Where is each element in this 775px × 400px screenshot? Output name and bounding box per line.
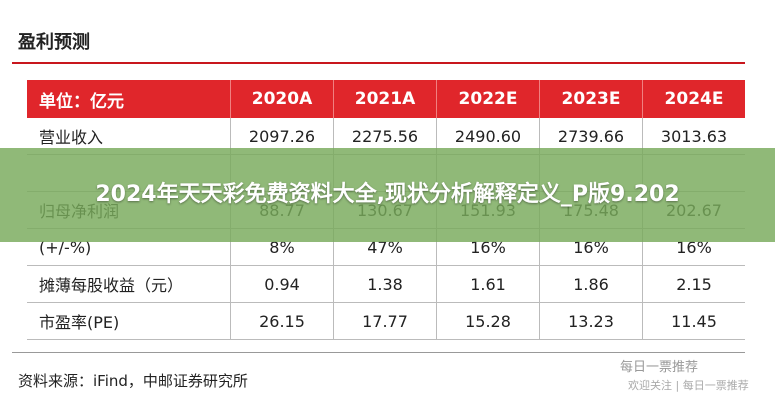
- source: 资料来源：iFind，中邮证券研究所: [18, 372, 248, 390]
- table-cell: 2097.26: [230, 118, 333, 154]
- title: 盈利预测: [18, 32, 90, 53]
- header-cell: 单位：亿元: [39, 91, 124, 112]
- table-cell: 2490.60: [436, 118, 539, 154]
- watermark: 每日一票推荐: [620, 360, 699, 375]
- table-cell: 3013.63: [642, 118, 745, 154]
- table-cell: 26.15: [230, 303, 333, 339]
- table-cell: 2275.56: [333, 118, 436, 154]
- table-cell: (+/-%): [39, 237, 92, 257]
- table-cell: 15.28: [436, 303, 539, 339]
- table-cell: 47%: [333, 229, 436, 265]
- table-cell: 2739.66: [539, 118, 642, 154]
- header-cell: 2022E: [436, 80, 539, 118]
- header-cell: 2020A: [230, 80, 333, 118]
- table-cell: 13.23: [539, 303, 642, 339]
- table-cell: 16%: [436, 229, 539, 265]
- table-cell: 摊薄每股收益（元）: [39, 276, 184, 295]
- bottom-rule: [12, 352, 745, 353]
- table-cell: 营业收入: [39, 128, 104, 147]
- table-cell: 2.15: [642, 266, 745, 302]
- table-cell: 1.86: [539, 266, 642, 302]
- header-cell: 2024E: [642, 80, 745, 118]
- header-cell: 2021A: [333, 80, 436, 118]
- table-cell: 17.77: [333, 303, 436, 339]
- table-cell: 16%: [539, 229, 642, 265]
- table-row: 市盈率(PE) 26.15 17.77 15.28 13.23 11.45: [27, 303, 745, 340]
- table-row: 摊薄每股收益（元） 0.94 1.38 1.61 1.86 2.15: [27, 266, 745, 303]
- table-cell: 8%: [230, 229, 333, 265]
- header-cell: 2023E: [539, 80, 642, 118]
- watermark-sub: 欢迎关注 | 每日一票推荐: [628, 379, 749, 392]
- table-cell: 11.45: [642, 303, 745, 339]
- table-row: (+/-%) 8% 47% 16% 16% 16%: [27, 229, 745, 266]
- table-cell: 0.94: [230, 266, 333, 302]
- banner: 2024年天天彩免费资料大全,现状分析解释定义_P版9.202: [0, 148, 775, 242]
- table-cell: 市盈率(PE): [39, 313, 120, 332]
- table-cell: 1.61: [436, 266, 539, 302]
- header-row: 单位：亿元 2020A 2021A 2022E 2023E 2024E: [27, 80, 745, 118]
- table-cell: 16%: [642, 229, 745, 265]
- title-rule: [12, 62, 745, 64]
- table-cell: 1.38: [333, 266, 436, 302]
